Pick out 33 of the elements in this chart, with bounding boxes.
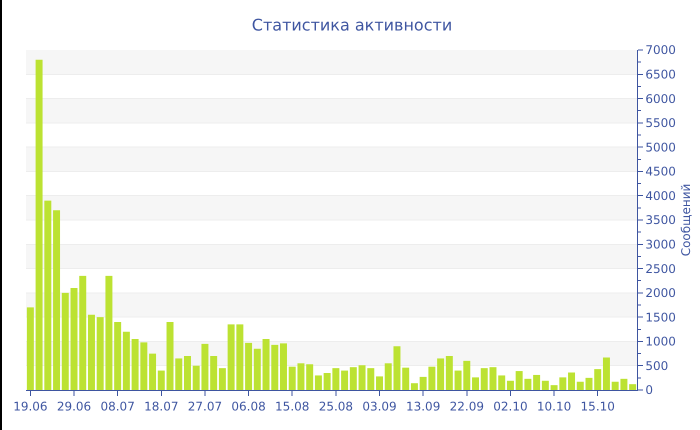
y-tick-label: 2000: [645, 286, 676, 300]
x-tick-label: 22.09: [450, 399, 484, 414]
x-tick-label: 27.07: [188, 399, 222, 414]
chart-title: Статистика активности: [252, 16, 452, 35]
y-tick-label: 2500: [645, 262, 676, 276]
y-tick-label: 5500: [645, 116, 676, 130]
y-tick-label: 7000: [645, 43, 676, 58]
y-tick-label: 4000: [645, 188, 676, 203]
y-tick-label: 5000: [645, 140, 676, 154]
y-tick-label: 500: [645, 358, 668, 373]
x-tick-label: 10.10: [536, 399, 572, 414]
x-tick-label: 03.09: [362, 399, 397, 414]
bar: [480, 368, 488, 390]
y-tick-label: 3000: [645, 237, 676, 252]
x-tick-label: 08.07: [100, 399, 135, 414]
x-tick-label: 06.08: [231, 399, 266, 414]
y-tick-label: 6000: [645, 92, 676, 106]
y-axis-title: Сообщений: [678, 184, 693, 256]
y-tick-label: 1500: [645, 310, 676, 324]
x-tick-label: 19.06: [13, 399, 48, 414]
x-tick-label: 18.07: [144, 399, 178, 414]
y-tick-label: 1000: [645, 334, 676, 349]
x-tick-label: 25.08: [318, 399, 354, 414]
y-tick-label: 4500: [645, 164, 676, 179]
x-tick-label: 29.06: [56, 399, 92, 414]
y-tick-label: 0: [645, 383, 654, 398]
x-tick-label: 15.08: [275, 399, 310, 414]
y-tick-label: 3500: [645, 213, 676, 228]
x-tick-label: 02.10: [493, 399, 528, 414]
y-tick-label: 6500: [645, 67, 676, 82]
x-tick-label: 13.09: [406, 399, 440, 414]
x-tick-label: 15.10: [580, 399, 615, 414]
bar: [175, 358, 182, 390]
